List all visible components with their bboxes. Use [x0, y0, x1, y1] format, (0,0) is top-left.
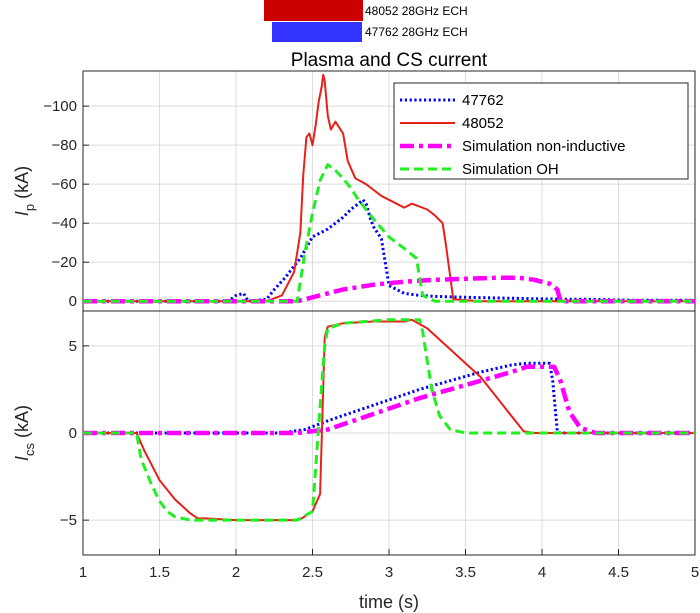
legend-items: 47762 48052 Simulation non-inductive Simula… [400, 92, 625, 178]
bottom-x-ticks: 1 1.5 2 2.5 3 3.5 4 4.5 5 [79, 549, 699, 581]
x-tick-label: 4.5 [608, 564, 629, 581]
top-y-tick-label: −80 [52, 137, 77, 154]
x-tick-label: 5 [691, 564, 699, 581]
top-y-tick-label: −100 [43, 98, 77, 115]
x-tick-label: 2.5 [302, 564, 323, 581]
top-y-tick-label: −40 [52, 215, 77, 232]
x-axis-label: time (s) [359, 592, 419, 612]
ech-label-48052: 48052 28GHz ECH [365, 4, 468, 18]
bottom-series [83, 318, 695, 522]
top-y-axis-label: Ip (kA) [12, 166, 37, 216]
bottom-y-tick-label: 0 [69, 425, 77, 442]
top-y-tick-label: 0 [69, 293, 77, 310]
x-tick-label: 1 [79, 564, 87, 581]
legend-label: Simulation OH [462, 161, 559, 178]
x-tick-label: 1.5 [149, 564, 170, 581]
ech-label-47762: 47762 28GHz ECH [365, 25, 468, 39]
bottom-series-simulation-non-inductive [83, 364, 695, 436]
top-y-tick-label: −60 [52, 176, 77, 193]
x-tick-label: 2 [232, 564, 240, 581]
ech-bars: 48052 28GHz ECH 47762 28GHz ECH [264, 0, 468, 42]
ech-bar-48052 [264, 0, 363, 21]
bottom-y-axis-label: Ics (kA) [12, 405, 37, 461]
bottom-panel: −5 0 5 1 1.5 2 2.5 3 3.5 4 4.5 5 Ics (kA) time (s) [12, 310, 699, 612]
top-series [83, 73, 695, 304]
legend-label: 47762 [462, 92, 504, 109]
top-y-tick-label: −20 [52, 254, 77, 271]
top-panel: 0 −20 −40 −60 −80 −100 Ip (kA) 47762 48052 Simu… [12, 70, 696, 312]
bottom-series-simulation-oh [83, 318, 695, 522]
x-tick-label: 3.5 [455, 564, 476, 581]
chart-title: Plasma and CS current [291, 50, 488, 71]
top-series-simulation-non-inductive [83, 275, 695, 304]
ech-bar-47762 [272, 22, 362, 42]
x-tick-label: 3 [385, 564, 393, 581]
legend-label: Simulation non-inductive [462, 138, 625, 155]
top-series-48052 [83, 73, 695, 303]
bottom-series-47762 [83, 361, 695, 435]
bottom-y-tick-label: 5 [69, 338, 77, 355]
top-series-simulation-oh [83, 163, 695, 303]
legend: 47762 48052 Simulation non-inductive Simula… [393, 82, 689, 180]
bottom-y-tick-label: −5 [60, 512, 77, 529]
top-y-ticks: 0 −20 −40 −60 −80 −100 [43, 98, 89, 310]
legend-box [393, 82, 689, 180]
x-tick-label: 4 [538, 564, 546, 581]
legend-label: 48052 [462, 115, 504, 132]
